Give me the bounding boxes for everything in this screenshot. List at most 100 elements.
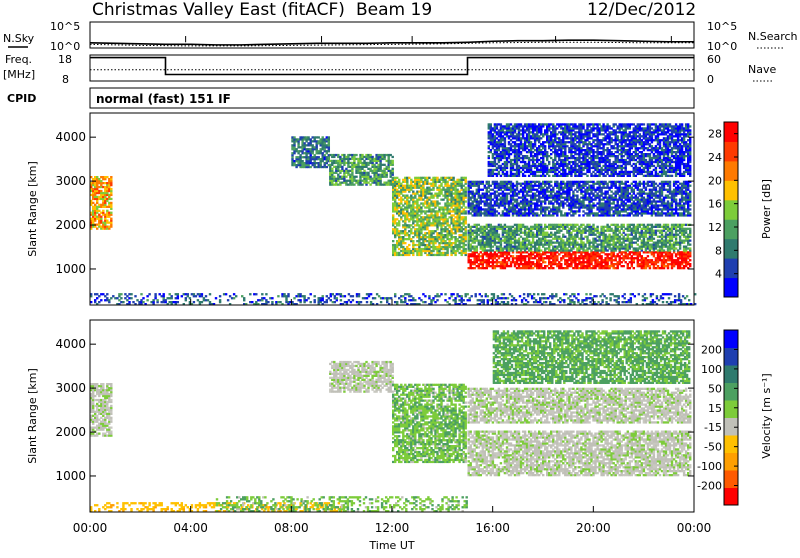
power-cell xyxy=(584,185,586,187)
power-cell xyxy=(594,228,596,230)
noise-lines xyxy=(90,36,694,46)
power-cell xyxy=(496,210,498,212)
power-cell xyxy=(564,253,566,255)
power-cell xyxy=(293,146,295,148)
power-cell xyxy=(452,248,454,250)
power-cell xyxy=(544,202,546,204)
power-cell xyxy=(351,172,353,174)
power-cell xyxy=(570,232,572,234)
power-cell xyxy=(367,182,369,184)
power-cell xyxy=(472,234,474,236)
power-cell xyxy=(610,224,612,226)
power-cell xyxy=(110,206,112,208)
nsky-label: N.Sky xyxy=(3,32,35,45)
nave-tick-bottom: 0 xyxy=(707,73,714,86)
power-cell xyxy=(398,212,400,214)
power-cell xyxy=(508,214,510,216)
power-cell xyxy=(404,220,406,222)
power-cell xyxy=(474,232,476,234)
power-cell xyxy=(570,265,572,267)
power-cell xyxy=(476,232,478,234)
noise-tick-right-top: 10^5 xyxy=(707,20,737,33)
power-cell xyxy=(398,232,400,234)
power-cell xyxy=(689,265,691,267)
power-cell xyxy=(316,146,318,148)
power-cell xyxy=(550,208,552,210)
power-cell xyxy=(516,187,518,189)
power-cell xyxy=(641,224,643,226)
power-cell xyxy=(663,257,665,259)
power-cell xyxy=(512,226,514,228)
power-cell xyxy=(617,224,619,226)
power-cell xyxy=(458,230,460,232)
power-cell xyxy=(465,232,467,234)
power-cell xyxy=(386,176,388,178)
power-cell xyxy=(337,154,339,156)
power-cell xyxy=(110,202,112,204)
power-cell xyxy=(490,232,492,234)
power-cell xyxy=(606,193,608,195)
power-cell xyxy=(490,234,492,236)
power-cell xyxy=(580,257,582,259)
power-cell xyxy=(673,249,675,251)
power-cell xyxy=(490,265,492,267)
power-cell xyxy=(490,185,492,187)
power-cell xyxy=(564,197,566,199)
power-cell xyxy=(657,265,659,267)
power-cell xyxy=(534,228,536,230)
power-cell xyxy=(570,187,572,189)
power-cell xyxy=(524,197,526,199)
power-cell xyxy=(657,244,659,246)
power-cell xyxy=(492,259,494,261)
power-cell xyxy=(465,179,467,181)
power-cell xyxy=(337,168,339,170)
power-cell xyxy=(564,267,566,269)
power-cell xyxy=(414,248,416,250)
power-cell xyxy=(544,261,546,263)
power-cell xyxy=(540,204,542,206)
power-cell xyxy=(504,187,506,189)
power-cell xyxy=(458,234,460,236)
power-cell xyxy=(333,176,335,178)
power-cell xyxy=(316,144,318,146)
power-cell xyxy=(534,199,536,201)
power-cell xyxy=(359,170,361,172)
power-cell xyxy=(444,242,446,244)
power-cell xyxy=(594,183,596,185)
power-cell xyxy=(406,179,408,181)
power-cell xyxy=(398,224,400,226)
power-cell xyxy=(337,174,339,176)
power-cell xyxy=(600,257,602,259)
power-cell xyxy=(428,199,430,201)
power-cell xyxy=(582,224,584,226)
power-cell xyxy=(528,240,530,242)
power-cell xyxy=(297,152,299,154)
power-cell xyxy=(428,232,430,234)
power-cell xyxy=(454,236,456,238)
power-cell xyxy=(392,168,394,170)
power-cell xyxy=(520,226,522,228)
power-cell xyxy=(406,195,408,197)
power-cell xyxy=(613,202,615,204)
power-cell xyxy=(621,261,623,263)
power-cell xyxy=(550,197,552,199)
power-cell xyxy=(96,192,98,194)
power-cell xyxy=(617,265,619,267)
power-cell xyxy=(490,197,492,199)
power-cell xyxy=(629,193,631,195)
power-cell xyxy=(532,210,534,212)
power-cell xyxy=(96,190,98,192)
power-cell xyxy=(596,193,598,195)
power-cell xyxy=(536,236,538,238)
power-cell xyxy=(604,195,606,197)
power-cell xyxy=(564,259,566,261)
power-cell xyxy=(386,172,388,174)
power-cell xyxy=(444,246,446,248)
power-cell xyxy=(293,144,295,146)
power-cell xyxy=(574,226,576,228)
power-cell xyxy=(602,232,604,234)
power-cell xyxy=(520,244,522,246)
power-cell xyxy=(474,259,476,261)
power-cell xyxy=(625,246,627,248)
